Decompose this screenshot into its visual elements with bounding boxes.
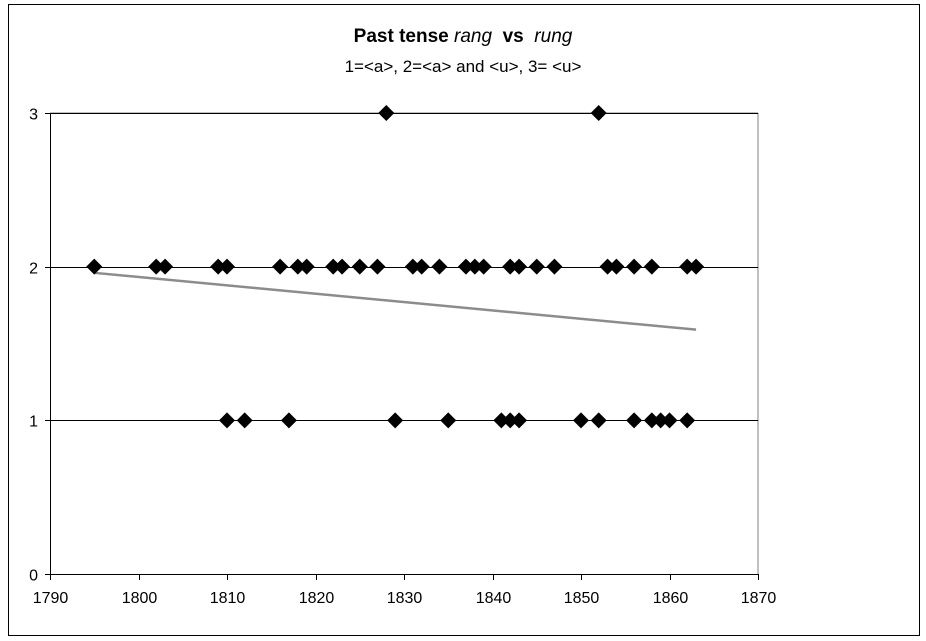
data-point-29 — [590, 105, 607, 121]
data-point-3 — [210, 258, 227, 275]
data-point-19 — [511, 258, 528, 275]
data-point-35 — [493, 412, 510, 429]
data-point-40 — [626, 412, 643, 429]
title-part-past-tense: Past tense — [353, 26, 449, 47]
data-point-23 — [608, 258, 625, 275]
x-tick-label-1810: 1810 — [210, 590, 246, 607]
data-point-1 — [148, 258, 165, 275]
data-point-33 — [387, 412, 404, 429]
data-point-22 — [599, 258, 616, 275]
data-point-6 — [289, 258, 306, 275]
grid-layer — [50, 112, 759, 574]
data-point-34 — [440, 412, 457, 429]
data-point-28 — [378, 105, 395, 121]
chart-frame — [8, 4, 920, 636]
title-part-vs: vs — [502, 26, 524, 47]
data-point-38 — [573, 412, 589, 429]
y-tick-label-3: 3 — [29, 107, 38, 124]
chart-title: Past tense rang vs rung — [0, 26, 926, 48]
axes-layer — [45, 113, 759, 580]
data-point-30 — [219, 412, 235, 429]
data-point-18 — [502, 258, 519, 275]
x-tick-label-1820: 1820 — [299, 590, 335, 607]
title-part-rang: rang — [454, 26, 493, 47]
data-point-11 — [369, 258, 386, 275]
x-tick-label-1870: 1870 — [741, 590, 777, 607]
data-point-9 — [334, 258, 351, 275]
x-tick-label-1790: 1790 — [33, 590, 69, 607]
x-tick-label-1850: 1850 — [564, 590, 600, 607]
data-point-7 — [298, 258, 315, 275]
data-point-5 — [272, 258, 289, 275]
x-tick-label-1840: 1840 — [476, 590, 512, 607]
data-point-12 — [404, 258, 421, 275]
data-point-0 — [86, 258, 103, 275]
data-point-24 — [626, 258, 643, 275]
y-tick-label-1: 1 — [29, 414, 38, 431]
points-layer — [86, 105, 705, 429]
data-point-21 — [546, 258, 563, 275]
data-point-27 — [688, 258, 705, 275]
data-point-42 — [652, 412, 669, 429]
data-point-32 — [280, 412, 297, 429]
data-point-8 — [325, 258, 342, 275]
data-point-37 — [511, 412, 528, 429]
labels-layer: 0 1 2 3 1790 1800 1810 1820 1830 1840 1850 1860 1870 — [29, 107, 776, 608]
data-point-26 — [679, 258, 696, 275]
trend-layer — [94, 271, 697, 331]
data-point-16 — [466, 258, 483, 275]
data-point-10 — [351, 258, 368, 275]
data-point-13 — [413, 258, 430, 275]
y-tick-label-2: 2 — [29, 261, 38, 278]
data-point-4 — [219, 258, 235, 275]
x-tick-label-1830: 1830 — [387, 590, 423, 607]
data-point-36 — [502, 412, 519, 429]
data-point-17 — [475, 258, 492, 275]
data-point-41 — [643, 412, 660, 429]
data-point-14 — [431, 258, 448, 275]
x-tick-label-1860: 1860 — [653, 590, 689, 607]
data-point-44 — [679, 412, 696, 429]
chart-subtitle: 1=<a>, 2=<a> and <u>, 3= <u> — [344, 57, 582, 76]
data-point-31 — [236, 412, 253, 429]
x-tick-label-1800: 1800 — [122, 590, 158, 607]
data-point-25 — [643, 258, 660, 275]
y-tick-label-0: 0 — [29, 568, 38, 585]
data-point-39 — [590, 412, 607, 429]
data-point-43 — [661, 412, 678, 429]
title-part-rung: rung — [534, 26, 573, 47]
data-point-15 — [457, 258, 474, 275]
trendline — [94, 271, 697, 331]
data-point-2 — [157, 258, 174, 275]
data-point-20 — [528, 258, 545, 275]
